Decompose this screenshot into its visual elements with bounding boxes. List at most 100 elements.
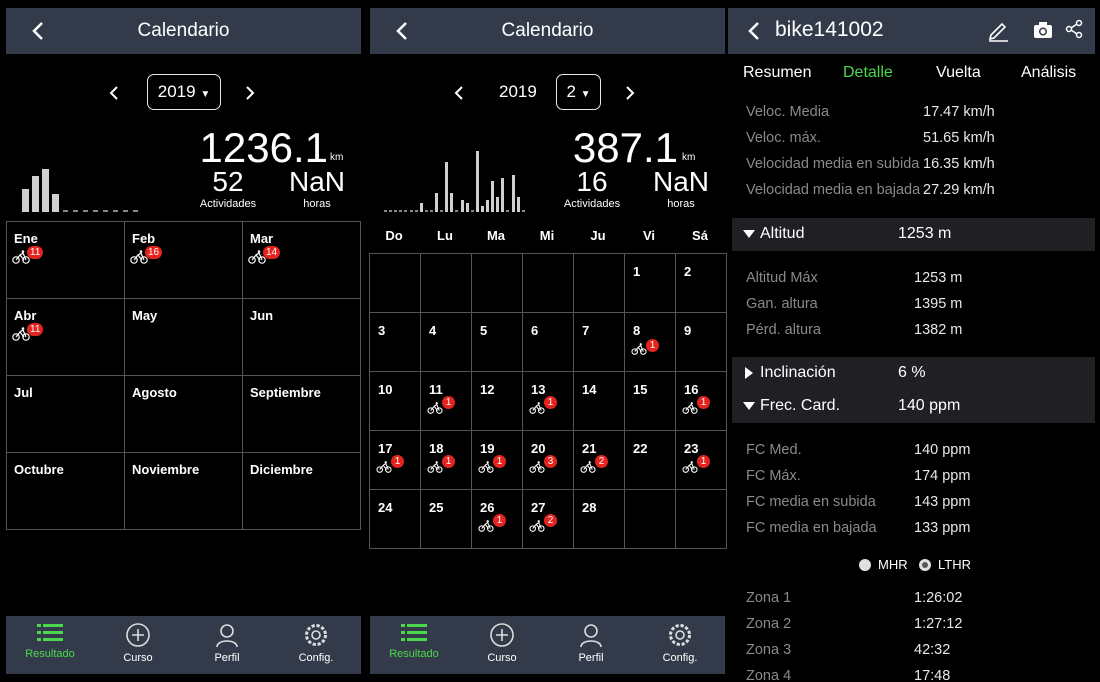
tab-detalle[interactable]: Detalle: [843, 64, 893, 81]
day-cell[interactable]: 18 1: [420, 430, 472, 490]
week-row: 24 25 26 1 27 2 28: [369, 489, 727, 549]
day-cell[interactable]: 3: [369, 312, 421, 372]
month-cell[interactable]: Mar 14: [242, 221, 361, 299]
pencil-icon[interactable]: [986, 18, 1010, 42]
month-cell[interactable]: Feb 16: [124, 221, 243, 299]
day-cell[interactable]: 1: [624, 253, 676, 313]
day-cell[interactable]: 4: [420, 312, 472, 372]
month-bar-empty: [83, 210, 88, 212]
day-cell[interactable]: [573, 253, 625, 313]
month-cell[interactable]: Ene 11: [6, 221, 125, 299]
day-cell[interactable]: 10: [369, 371, 421, 431]
day-number: 3: [378, 323, 386, 338]
incline-section-header[interactable]: Inclinación 6 %: [732, 357, 1095, 390]
day-cell[interactable]: 17 1: [369, 430, 421, 490]
day-cell[interactable]: 23 1: [675, 430, 727, 490]
nav-profile[interactable]: Perfil: [187, 622, 267, 664]
weekday-label: Ju: [590, 228, 606, 243]
nav-course[interactable]: Curso: [98, 622, 178, 664]
day-cell[interactable]: [522, 253, 574, 313]
tab-resumen[interactable]: Resumen: [743, 64, 812, 81]
list-icon: [401, 624, 427, 641]
month-name: Septiembre: [250, 385, 321, 400]
month-cell[interactable]: Jun: [242, 298, 361, 376]
nav-result[interactable]: Resultado: [10, 622, 90, 660]
tab-analisis[interactable]: Análisis: [1021, 64, 1077, 81]
day-number: 24: [378, 500, 393, 515]
nav-profile[interactable]: Perfil: [551, 622, 631, 664]
activities-label: Actividades: [199, 198, 257, 210]
month-cell[interactable]: Jul: [6, 375, 125, 453]
next-month-chevron-icon[interactable]: [620, 84, 638, 102]
day-cell[interactable]: 22: [624, 430, 676, 490]
day-cell[interactable]: [675, 489, 727, 549]
day-bar-empty: [394, 210, 398, 212]
incline-value: 6 %: [898, 364, 926, 381]
day-cell[interactable]: 15: [624, 371, 676, 431]
day-cell[interactable]: 28: [573, 489, 625, 549]
month-cell[interactable]: Diciembre: [242, 452, 361, 530]
month-row: Octubre Noviembre Diciembre: [6, 452, 361, 530]
day-bar: [445, 162, 449, 212]
month-select[interactable]: 2 ▼: [556, 74, 601, 110]
month-cell[interactable]: Septiembre: [242, 375, 361, 453]
day-cell[interactable]: 6: [522, 312, 574, 372]
month-cell[interactable]: Abr 11: [6, 298, 125, 376]
prev-year-chevron-icon[interactable]: [106, 84, 124, 102]
nav-result[interactable]: Resultado: [374, 622, 454, 660]
activity-count-badge: 1: [442, 455, 455, 468]
day-cell[interactable]: 19 1: [471, 430, 523, 490]
share-icon[interactable]: [1064, 19, 1084, 39]
day-cell[interactable]: 12: [471, 371, 523, 431]
month-cell[interactable]: Agosto: [124, 375, 243, 453]
day-cell[interactable]: 27 2: [522, 489, 574, 549]
tab-vuelta[interactable]: Vuelta: [936, 64, 981, 81]
day-cell[interactable]: 2: [675, 253, 727, 313]
day-cell[interactable]: [624, 489, 676, 549]
day-cell[interactable]: 25: [420, 489, 472, 549]
month-cell[interactable]: May: [124, 298, 243, 376]
next-year-chevron-icon[interactable]: [240, 84, 258, 102]
day-cell[interactable]: 13 1: [522, 371, 574, 431]
month-cell[interactable]: Octubre: [6, 452, 125, 530]
year-select[interactable]: 2019 ▼: [147, 74, 221, 110]
lthr-label: LTHR: [938, 557, 971, 572]
altitude-section-header[interactable]: Altitud 1253 m: [732, 218, 1095, 251]
day-cell[interactable]: 24: [369, 489, 421, 549]
month-bar: [42, 169, 49, 212]
day-cell[interactable]: 26 1: [471, 489, 523, 549]
prev-month-chevron-icon[interactable]: [451, 84, 469, 102]
nav-course[interactable]: Curso: [462, 622, 542, 664]
day-cell[interactable]: 20 3: [522, 430, 574, 490]
back-arrow-icon[interactable]: [28, 20, 50, 42]
back-arrow-icon[interactable]: [392, 20, 414, 42]
day-cell[interactable]: 5: [471, 312, 523, 372]
weekday-label: Vi: [642, 228, 656, 243]
day-cell[interactable]: 7: [573, 312, 625, 372]
day-cell[interactable]: 21 2: [573, 430, 625, 490]
day-cell[interactable]: 11 1: [420, 371, 472, 431]
day-cell[interactable]: 9: [675, 312, 727, 372]
month-bar-empty: [113, 210, 118, 212]
weekday-label: Lu: [437, 228, 453, 243]
back-arrow-icon[interactable]: [744, 20, 766, 42]
bike-icon: [248, 250, 266, 264]
day-cell[interactable]: 14: [573, 371, 625, 431]
month-cell[interactable]: Noviembre: [124, 452, 243, 530]
activity-count-badge: 1: [442, 396, 455, 409]
nav-config[interactable]: Config.: [640, 622, 720, 664]
heart-section-header[interactable]: Frec. Card. 140 ppm: [732, 390, 1095, 423]
day-bar-empty: [506, 210, 510, 212]
camera-icon[interactable]: [1032, 19, 1054, 41]
nav-config[interactable]: Config.: [276, 622, 356, 664]
day-bar: [511, 174, 515, 212]
nav-profile-label: Perfil: [578, 652, 604, 664]
heart-title: Frec. Card.: [760, 397, 841, 414]
day-cell[interactable]: [420, 253, 472, 313]
bike-icon: [529, 402, 545, 414]
day-cell[interactable]: 16 1: [675, 371, 727, 431]
day-cell[interactable]: [471, 253, 523, 313]
day-cell[interactable]: [369, 253, 421, 313]
day-number: 11: [429, 382, 443, 397]
